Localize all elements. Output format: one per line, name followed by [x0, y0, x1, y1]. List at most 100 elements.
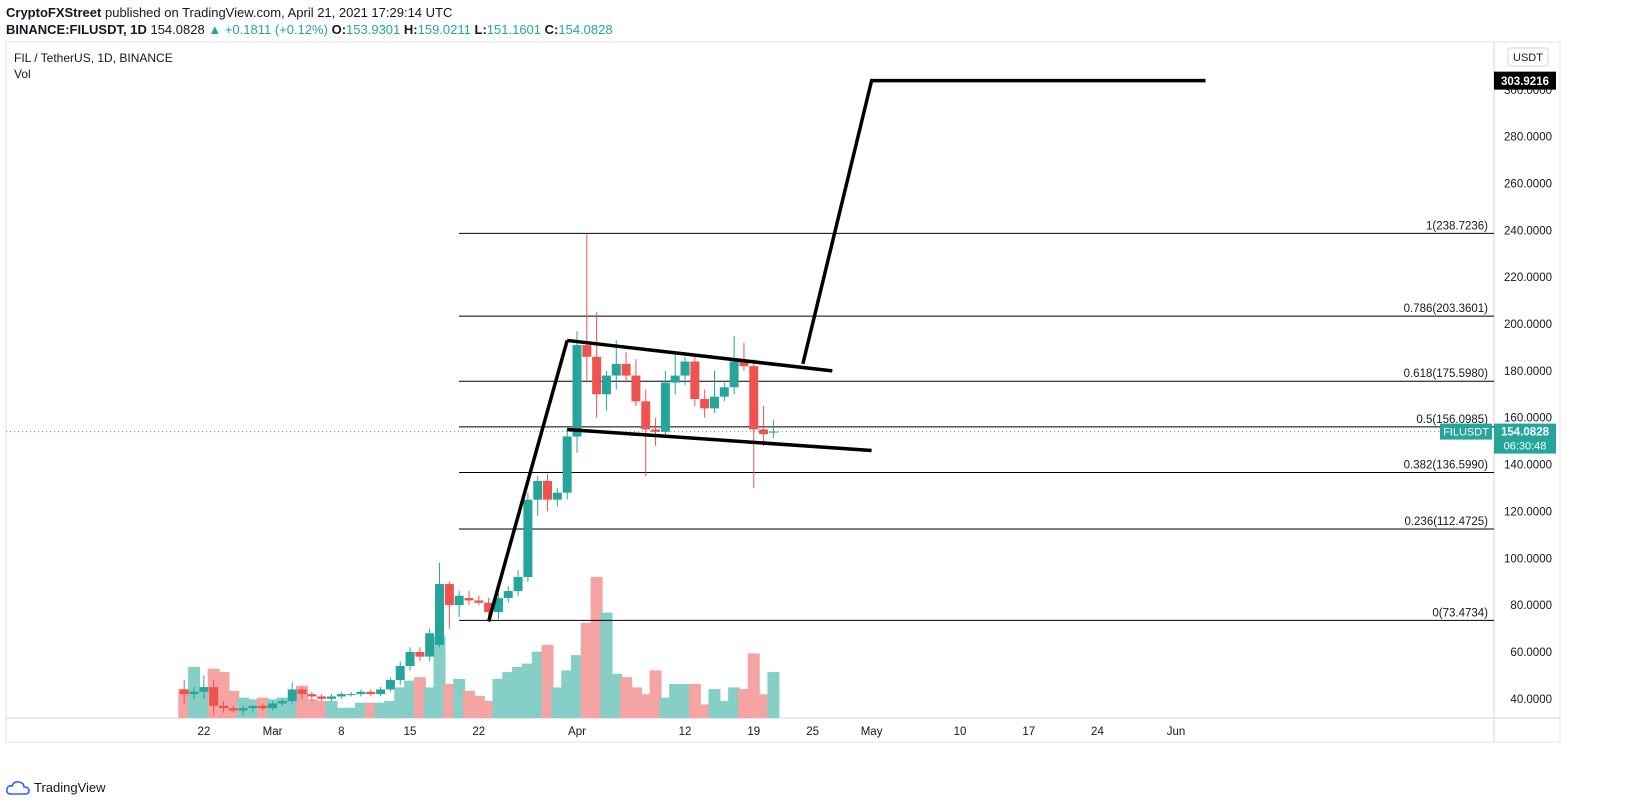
- candle-body: [287, 689, 297, 702]
- candle-body: [209, 687, 219, 706]
- candle-body: [454, 595, 464, 606]
- candle-body: [611, 363, 621, 376]
- candle-body: [327, 696, 336, 699]
- candle-body: [592, 356, 602, 395]
- volume-bar: [629, 687, 642, 718]
- y-tick-label: 260.0000: [1504, 179, 1552, 191]
- candle-body: [297, 689, 307, 695]
- publisher-name[interactable]: CryptoFXStreet: [6, 5, 102, 20]
- flag-top-line: [566, 338, 833, 373]
- volume-bar: [757, 694, 770, 718]
- high-value: 159.0211: [417, 22, 471, 37]
- tradingview-logo[interactable]: TradingView: [6, 780, 106, 795]
- y-tick-label: 80.0000: [1510, 600, 1552, 612]
- y-tick-label: 140.0000: [1504, 460, 1552, 472]
- y-tick-label: 240.0000: [1504, 225, 1552, 237]
- close-label: C:: [544, 22, 559, 37]
- candle-body: [336, 694, 346, 697]
- volume-bar: [354, 702, 367, 718]
- volume-bar: [679, 684, 692, 718]
- candle-body: [768, 431, 778, 433]
- symbol-tag-label: FILUSDT: [1443, 427, 1489, 439]
- volume-bar: [345, 707, 358, 718]
- target-projection-line: [801, 78, 1206, 365]
- volume-bar: [305, 699, 318, 718]
- volume-bar: [315, 701, 328, 718]
- volume-bar: [197, 689, 210, 718]
- candle-body: [405, 651, 415, 667]
- candle-body: [749, 366, 759, 430]
- close-value: 154.0828: [558, 22, 613, 37]
- candle-body: [503, 591, 513, 599]
- candle-body: [601, 375, 611, 395]
- currency-button[interactable]: [1507, 47, 1549, 67]
- candle-body: [631, 375, 641, 402]
- candle-body: [199, 687, 209, 692]
- symbol-label: BINANCE:FILUSDT, 1D: [6, 22, 147, 37]
- volume-bar: [561, 670, 574, 718]
- volume-bar: [374, 702, 387, 718]
- volume-bar: [580, 622, 593, 718]
- volume-bar: [404, 680, 417, 718]
- candle-body: [268, 703, 278, 709]
- x-tick-label: 8: [338, 726, 344, 738]
- x-tick-label: 19: [747, 726, 760, 738]
- publish-header: CryptoFXStreet published on TradingView.…: [6, 4, 452, 22]
- fib-level-label: 0.786(203.3601): [1404, 303, 1489, 315]
- candle-body: [660, 382, 670, 432]
- x-tick-label: 17: [1022, 726, 1035, 738]
- flagpole-line: [486, 339, 569, 622]
- candle-body: [395, 666, 405, 681]
- volume-bar: [433, 636, 446, 718]
- candle-body: [307, 694, 317, 697]
- candle-body: [248, 705, 258, 709]
- candle-body: [562, 436, 572, 493]
- candle-body: [621, 363, 631, 376]
- volume-bar: [688, 684, 701, 718]
- candle-body: [759, 429, 769, 435]
- candle-body: [513, 577, 523, 592]
- x-tick-label: 12: [679, 726, 692, 738]
- change-value: +0.1811 (+0.12%): [224, 22, 328, 37]
- volume-bar: [737, 689, 750, 718]
- candle-body: [376, 689, 386, 695]
- candle-body: [366, 691, 376, 695]
- publish-info: published on TradingView.com, April 21, …: [104, 5, 453, 20]
- volume-bar: [600, 612, 613, 718]
- bar-countdown-label: 06:30:48: [1504, 441, 1547, 453]
- volume-bar: [708, 689, 721, 718]
- volume-bar: [718, 701, 731, 718]
- volume-bar: [227, 690, 240, 718]
- volume-bar: [286, 699, 299, 718]
- candle-body: [415, 651, 425, 657]
- volume-bar: [659, 697, 672, 718]
- volume-bar: [482, 701, 495, 718]
- y-tick-label: 160.0000: [1504, 413, 1552, 425]
- candle-body: [218, 705, 228, 709]
- candle-body: [543, 480, 553, 500]
- candle-body: [729, 361, 739, 388]
- fib-level-label: 0.382(136.5990): [1404, 460, 1489, 472]
- volume-bar: [335, 707, 348, 718]
- volume-bar: [492, 678, 505, 718]
- volume-bar: [620, 677, 633, 718]
- volume-bar: [443, 684, 456, 718]
- candle-body: [444, 584, 454, 606]
- x-tick-label: 15: [404, 726, 417, 738]
- candle-body: [317, 696, 327, 699]
- current-price-label: 154.0828: [1501, 427, 1550, 439]
- fib-level-label: 0.618(175.5980): [1404, 368, 1489, 380]
- volume-bar: [698, 704, 711, 718]
- y-tick-label: 120.0000: [1504, 506, 1552, 518]
- candle-body: [572, 345, 582, 437]
- tradingview-brand: TradingView: [34, 780, 106, 795]
- volume-bar: [531, 651, 544, 718]
- y-tick-label: 200.0000: [1504, 319, 1552, 331]
- candle-body: [179, 689, 189, 695]
- candle-body: [425, 633, 435, 657]
- y-tick-label: 220.0000: [1504, 272, 1552, 284]
- x-tick-label: 22: [197, 726, 210, 738]
- candle-body: [641, 401, 651, 430]
- volume-bar: [551, 687, 564, 718]
